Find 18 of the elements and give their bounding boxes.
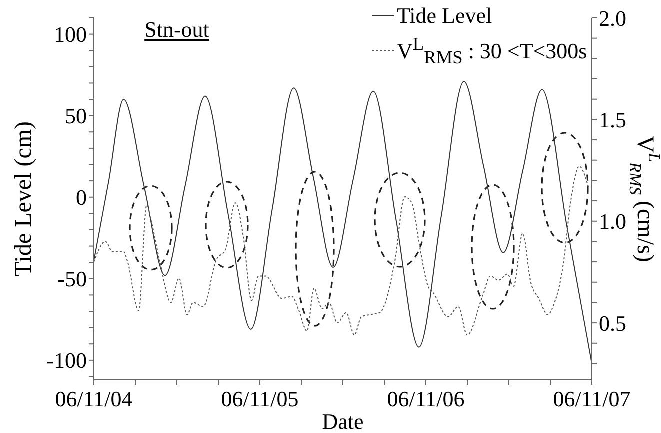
x-axis-title: Date (322, 409, 364, 433)
x-tick-label: 06/11/04 (55, 386, 133, 412)
y2-tick-label: 0.5 (599, 310, 626, 336)
y-tick-label: 100 (54, 22, 87, 48)
y2-tick-label: 2.0 (599, 6, 626, 31)
y-tick-label: -50 (58, 266, 87, 292)
y-tick-label: 0 (76, 185, 87, 210)
y2-tick-label: 1.5 (599, 107, 626, 132)
y2-tick-label: 1.0 (599, 209, 626, 234)
chart-title: Stn-out (144, 17, 210, 42)
legend-label: Tide Level (397, 2, 492, 30)
y-tick-label: 50 (65, 104, 87, 129)
x-tick-label: 06/11/07 (553, 386, 631, 412)
legend-label: V$^{L}$$_{RMS}$ : 30 <T<300s (397, 33, 588, 70)
y-axis-title: Tide Level (cm) (11, 121, 37, 277)
y-tick-label: -100 (46, 348, 87, 374)
x-tick-label: 06/11/06 (387, 386, 465, 412)
x-tick-label: 06/11/05 (221, 386, 299, 412)
